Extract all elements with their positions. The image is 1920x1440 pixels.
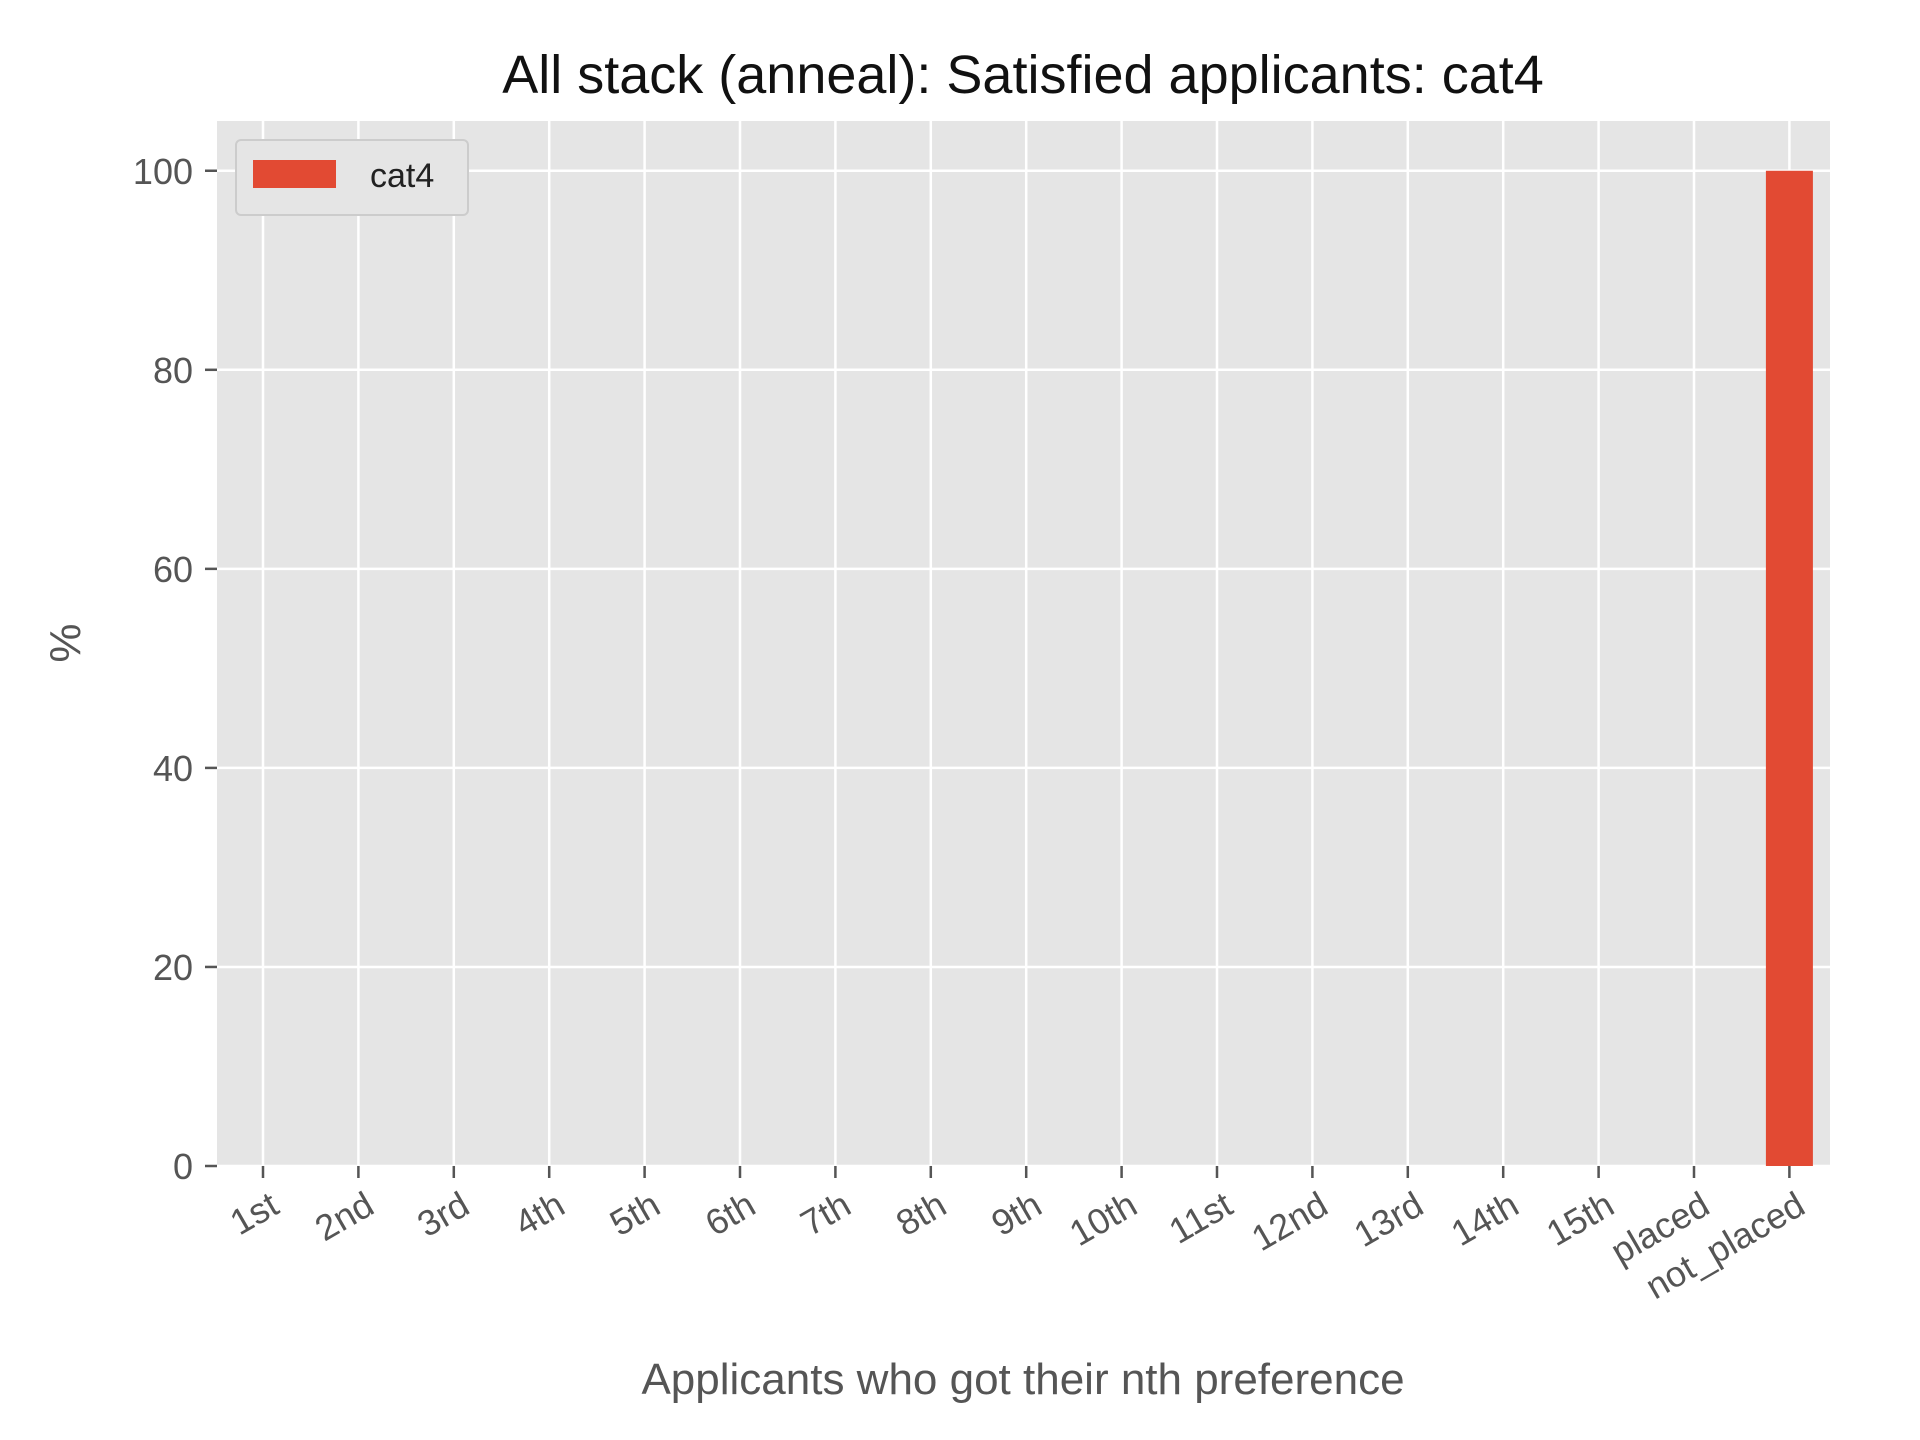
x-tick-label: 10th (1062, 1183, 1143, 1254)
x-tick-label: 9th (984, 1183, 1048, 1244)
x-tick-label: 2nd (308, 1183, 381, 1249)
y-tick-label: 20 (153, 947, 193, 988)
bar-not_placed (1765, 170, 1813, 1166)
y-tick-label: 80 (153, 350, 193, 391)
x-tick-label: 7th (794, 1183, 858, 1244)
x-tick-label: 6th (698, 1183, 762, 1244)
plot-area (217, 121, 1830, 1166)
y-tick-label: 0 (173, 1146, 193, 1187)
bars (1765, 170, 1813, 1166)
x-tick-label: 8th (889, 1183, 953, 1244)
y-tick-label: 100 (133, 151, 193, 192)
x-tick-label: 4th (507, 1183, 571, 1244)
x-tick-label: 11st (1162, 1183, 1239, 1251)
y-axis-label: % (41, 623, 90, 662)
legend-box (235, 139, 469, 216)
legend-label: cat4 (370, 157, 434, 195)
x-tick-label: 5th (603, 1183, 667, 1244)
x-tick-label: 3rd (410, 1183, 476, 1245)
y-tick-label: 60 (153, 549, 193, 590)
x-tick-label: 14th (1444, 1183, 1525, 1254)
legend-swatch (253, 160, 336, 188)
x-tick-label: 1st (223, 1183, 285, 1243)
y-tick-label: 40 (153, 748, 193, 789)
x-tick-label: 13rd (1347, 1183, 1430, 1255)
legend: cat4 (235, 139, 469, 216)
x-tick-label: 12nd (1245, 1183, 1335, 1259)
chart-title: All stack (anneal): Satisfied applicants… (502, 45, 1544, 105)
x-axis-label: Applicants who got their nth preference (641, 1355, 1404, 1404)
